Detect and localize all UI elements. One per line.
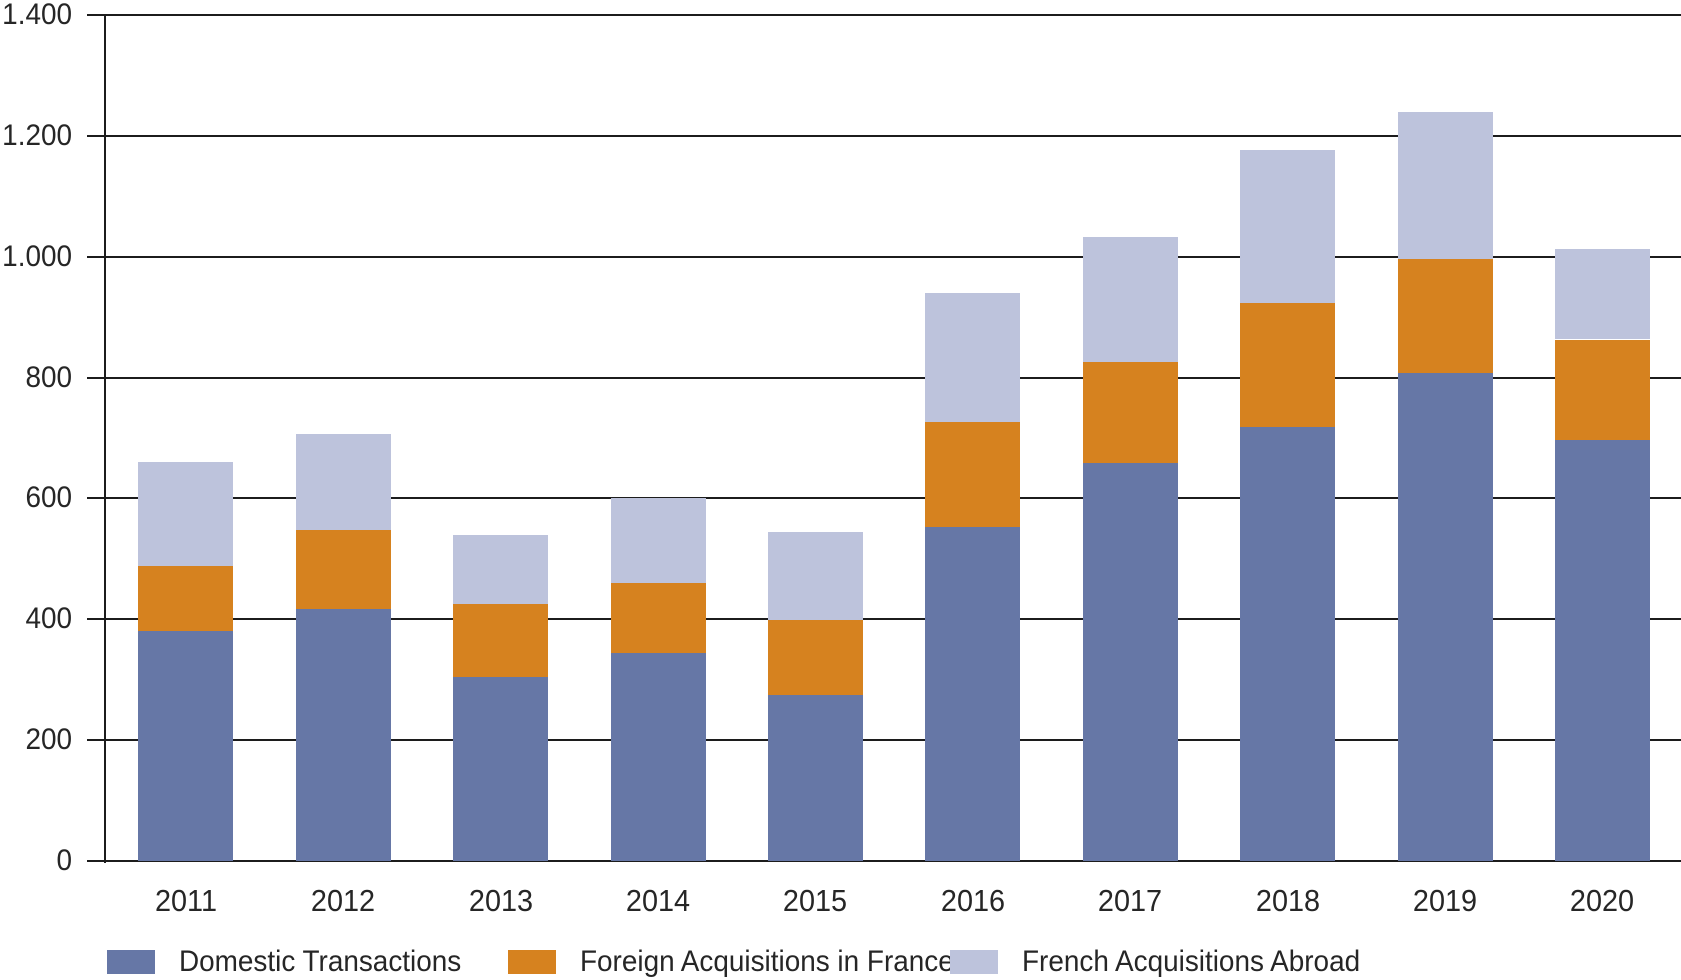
bar-2011-segment-french-acquisitions-abroad: [138, 462, 234, 567]
x-tick-label-2014: 2014: [625, 883, 691, 918]
domestic-transactions-swatch: [107, 950, 155, 974]
legend-item-domestic-transactions: Domestic Transactions: [107, 945, 482, 978]
bar-2020-segment-french-acquisitions-abroad: [1554, 249, 1650, 340]
y-tick-label-200: 200: [25, 723, 72, 757]
bar-2012-segment-domestic-transactions: [295, 609, 391, 861]
gridline-200: [87, 739, 1681, 742]
x-tick-label-2013: 2013: [468, 883, 533, 918]
bar-2018-segment-foreign-acquisitions-in-france: [1240, 303, 1336, 428]
bar-2019-segment-domestic-transactions: [1397, 373, 1493, 861]
legend-label-french-acquisitions-abroad: French Acquisitions Abroad: [1022, 945, 1361, 978]
bar-2017-segment-foreign-acquisitions-in-france: [1082, 362, 1178, 464]
bar-2019-segment-foreign-acquisitions-in-france: [1397, 259, 1493, 374]
x-tick-label-2016: 2016: [940, 883, 1005, 918]
bar-2015-segment-french-acquisitions-abroad: [767, 531, 863, 621]
legend-label-domestic-transactions: Domestic Transactions: [179, 945, 462, 978]
foreign-acquisitions-swatch: [508, 950, 556, 974]
bar-2014-segment-foreign-acquisitions-in-france: [610, 583, 706, 654]
bar-2012-segment-foreign-acquisitions-in-france: [295, 529, 391, 609]
bar-2017-segment-french-acquisitions-abroad: [1082, 237, 1178, 363]
y-tick-label-400: 400: [25, 602, 72, 636]
bar-2016-segment-domestic-transactions: [925, 526, 1021, 861]
bar-2011-segment-foreign-acquisitions-in-france: [138, 566, 234, 632]
x-tick-label-2019: 2019: [1412, 883, 1478, 918]
bar-2013-segment-french-acquisitions-abroad: [453, 534, 549, 605]
x-tick-label-2012: 2012: [311, 883, 376, 918]
bar-2011-segment-domestic-transactions: [138, 631, 234, 861]
y-tick-label-1.000: 1.000: [2, 239, 72, 273]
french-acquisitions-swatch: [950, 950, 998, 974]
y-axis-line: [104, 15, 106, 863]
bar-2012-segment-french-acquisitions-abroad: [295, 434, 391, 530]
bar-2015-segment-domestic-transactions: [767, 694, 863, 861]
bar-2013-segment-domestic-transactions: [453, 676, 549, 861]
bar-2014-segment-domestic-transactions: [610, 653, 706, 861]
bar-2020-segment-domestic-transactions: [1554, 440, 1650, 861]
bar-2018-segment-domestic-transactions: [1240, 427, 1336, 861]
bar-2014-segment-french-acquisitions-abroad: [610, 498, 706, 584]
legend-item-foreign-acquisitions-in-france: Foreign Acquisitions in France: [508, 945, 982, 978]
legend-label-foreign-acquisitions-in-france: Foreign Acquisitions in France: [580, 945, 954, 978]
legend-item-french-acquisitions-abroad: French Acquisitions Abroad: [950, 945, 1386, 978]
x-tick-label-2011: 2011: [154, 883, 217, 918]
gridline-1.000: [87, 255, 1681, 258]
x-tick-label-2020: 2020: [1570, 883, 1635, 918]
x-tick-label-2017: 2017: [1098, 883, 1163, 918]
y-tick-label-1.200: 1.200: [2, 118, 72, 152]
x-tick-label-2018: 2018: [1255, 883, 1320, 918]
y-tick-label-0: 0: [56, 844, 72, 877]
bar-2013-segment-foreign-acquisitions-in-france: [453, 604, 549, 677]
y-tick-label-600: 600: [25, 481, 72, 515]
x-tick-label-2015: 2015: [783, 883, 848, 918]
bar-2019-segment-french-acquisitions-abroad: [1397, 112, 1493, 260]
bar-2020-segment-foreign-acquisitions-in-france: [1554, 339, 1650, 441]
gridline-1.400: [87, 14, 1681, 16]
gridline-600: [87, 497, 1681, 500]
bar-2015-segment-foreign-acquisitions-in-france: [767, 620, 863, 695]
gridline-0: [87, 860, 1681, 862]
gridline-400: [87, 618, 1681, 621]
gridline-800: [87, 376, 1681, 379]
bar-2017-segment-domestic-transactions: [1082, 463, 1178, 861]
bar-2018-segment-french-acquisitions-abroad: [1240, 150, 1336, 304]
gridline-1.200: [87, 134, 1681, 137]
y-tick-label-1.400: 1.400: [2, 0, 72, 31]
bar-2016-segment-foreign-acquisitions-in-france: [925, 421, 1021, 527]
y-tick-label-800: 800: [25, 360, 72, 394]
bar-2016-segment-french-acquisitions-abroad: [925, 292, 1021, 422]
